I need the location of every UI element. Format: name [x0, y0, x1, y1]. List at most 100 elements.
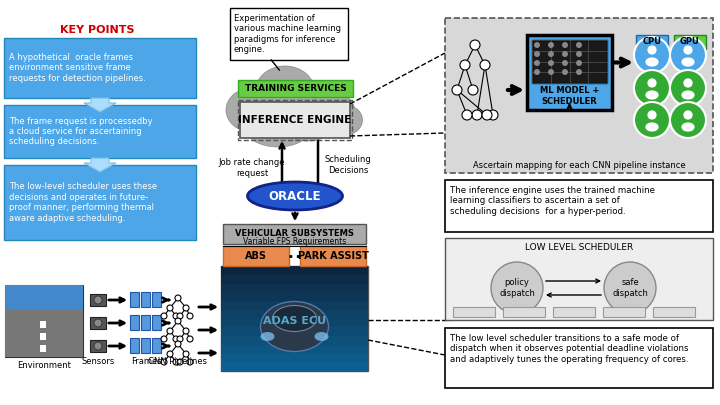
Bar [221, 292, 368, 302]
Ellipse shape [226, 88, 278, 132]
Bar [221, 310, 368, 320]
Circle shape [576, 42, 582, 48]
Text: The low-level scheduler uses these
decisions and operates in future-
proof manne: The low-level scheduler uses these decis… [9, 182, 157, 223]
Text: INFERENCE ENGINE: INFERENCE ENGINE [238, 115, 351, 125]
Text: LOW LEVEL SCHEDULER: LOW LEVEL SCHEDULER [525, 243, 633, 252]
Circle shape [548, 60, 554, 66]
Ellipse shape [645, 90, 659, 100]
Bar [221, 336, 368, 346]
FancyBboxPatch shape [503, 307, 545, 317]
Circle shape [647, 78, 657, 88]
Ellipse shape [309, 92, 355, 132]
Ellipse shape [261, 301, 328, 352]
Circle shape [177, 359, 183, 365]
Circle shape [683, 78, 693, 88]
Circle shape [472, 110, 482, 120]
FancyBboxPatch shape [240, 102, 350, 138]
Bar [221, 301, 368, 311]
Circle shape [634, 102, 670, 138]
Ellipse shape [681, 57, 695, 67]
Circle shape [534, 69, 540, 75]
FancyBboxPatch shape [141, 315, 150, 330]
Text: Job rate change
request: Job rate change request [219, 158, 285, 178]
Circle shape [94, 296, 102, 304]
Circle shape [177, 313, 183, 319]
FancyBboxPatch shape [130, 315, 139, 330]
Bar [40, 345, 46, 352]
Circle shape [562, 51, 568, 57]
Text: ML MODEL +
SCHEDULER: ML MODEL + SCHEDULER [540, 86, 599, 106]
Text: The frame request is processedby
a cloud service for ascertaining
scheduling dec: The frame request is processedby a cloud… [9, 117, 153, 146]
Text: KEY POINTS: KEY POINTS [60, 25, 134, 35]
Circle shape [647, 110, 657, 120]
Ellipse shape [272, 305, 317, 332]
FancyBboxPatch shape [653, 307, 695, 317]
FancyBboxPatch shape [130, 338, 139, 353]
Circle shape [562, 69, 568, 75]
Circle shape [460, 60, 470, 70]
Circle shape [183, 351, 189, 357]
Circle shape [468, 85, 478, 95]
Circle shape [548, 69, 554, 75]
Circle shape [161, 336, 167, 342]
Text: TRAINING SERVICES: TRAINING SERVICES [245, 84, 346, 93]
Bar [40, 321, 46, 328]
Bar [221, 275, 368, 284]
Circle shape [562, 42, 568, 48]
Circle shape [173, 313, 179, 319]
Circle shape [462, 110, 472, 120]
Circle shape [647, 45, 657, 55]
Text: CNN Pipelines: CNN Pipelines [148, 358, 207, 367]
Ellipse shape [246, 109, 310, 147]
Circle shape [670, 70, 706, 106]
Circle shape [167, 351, 173, 357]
FancyBboxPatch shape [674, 35, 706, 49]
FancyBboxPatch shape [4, 105, 196, 158]
Text: The inference engine uses the trained machine
learning classifiers to ascertain : The inference engine uses the trained ma… [450, 186, 655, 216]
FancyBboxPatch shape [152, 292, 161, 307]
Text: ORACLE: ORACLE [269, 190, 321, 202]
Circle shape [187, 359, 193, 365]
Circle shape [683, 110, 693, 120]
Circle shape [548, 51, 554, 57]
Text: Sensors: Sensors [81, 358, 114, 367]
Bar [90, 317, 106, 329]
Text: Frames: Frames [131, 358, 161, 367]
Circle shape [187, 313, 193, 319]
Bar [5, 285, 83, 310]
Circle shape [183, 328, 189, 334]
FancyBboxPatch shape [4, 165, 196, 240]
Text: Ascertain mapping for each CNN pipeline instance: Ascertain mapping for each CNN pipeline … [473, 162, 685, 171]
Text: Variable FPS Requirements: Variable FPS Requirements [243, 237, 346, 247]
Circle shape [187, 336, 193, 342]
FancyBboxPatch shape [221, 266, 368, 371]
Ellipse shape [281, 103, 336, 141]
Circle shape [562, 60, 568, 66]
Text: Environment: Environment [17, 360, 71, 369]
Circle shape [175, 341, 181, 347]
Circle shape [576, 69, 582, 75]
Ellipse shape [645, 57, 659, 67]
Text: Experimentation of
various machine learning
paradigms for inference
engine.: Experimentation of various machine learn… [234, 14, 341, 54]
Text: The low level scheduler transitions to a safe mode of
dispatch when it observes : The low level scheduler transitions to a… [450, 334, 688, 364]
Circle shape [175, 295, 181, 301]
Circle shape [670, 102, 706, 138]
Circle shape [604, 262, 656, 314]
Circle shape [683, 45, 693, 55]
Circle shape [634, 37, 670, 73]
FancyBboxPatch shape [636, 35, 668, 49]
FancyBboxPatch shape [238, 80, 353, 97]
FancyBboxPatch shape [445, 238, 713, 320]
Bar [221, 284, 368, 293]
Bar [221, 327, 368, 337]
Polygon shape [84, 98, 116, 112]
Circle shape [167, 305, 173, 311]
FancyBboxPatch shape [223, 224, 366, 244]
Circle shape [175, 318, 181, 324]
Circle shape [482, 110, 492, 120]
Bar [5, 310, 83, 357]
FancyBboxPatch shape [603, 307, 645, 317]
Bar [221, 266, 368, 276]
Circle shape [167, 328, 173, 334]
Ellipse shape [261, 332, 274, 341]
